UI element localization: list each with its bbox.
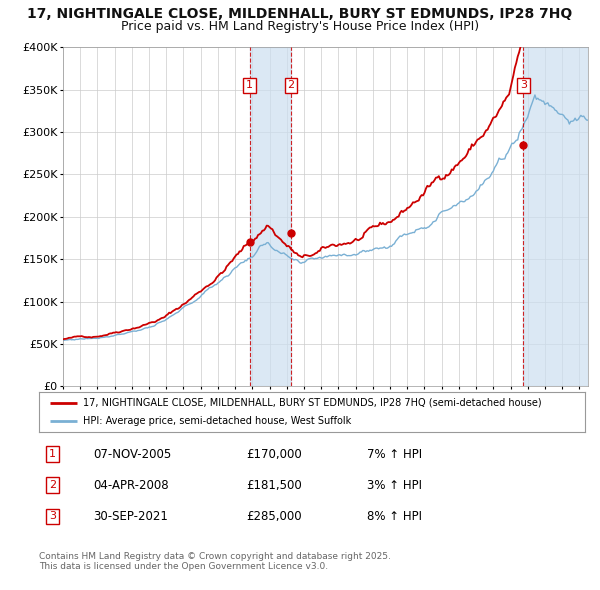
Text: 7% ↑ HPI: 7% ↑ HPI	[367, 448, 422, 461]
Text: 3% ↑ HPI: 3% ↑ HPI	[367, 478, 422, 492]
Text: 2: 2	[49, 480, 56, 490]
Text: 30-SEP-2021: 30-SEP-2021	[94, 510, 169, 523]
Bar	[250, 47, 291, 386]
Text: 07-NOV-2005: 07-NOV-2005	[94, 448, 172, 461]
Text: 2: 2	[287, 80, 295, 90]
Text: 1: 1	[49, 449, 56, 459]
Text: £170,000: £170,000	[247, 448, 302, 461]
Text: 3: 3	[520, 80, 527, 90]
Text: 04-APR-2008: 04-APR-2008	[94, 478, 169, 492]
Text: 8% ↑ HPI: 8% ↑ HPI	[367, 510, 422, 523]
Text: Price paid vs. HM Land Registry's House Price Index (HPI): Price paid vs. HM Land Registry's House …	[121, 20, 479, 33]
Text: HPI: Average price, semi-detached house, West Suffolk: HPI: Average price, semi-detached house,…	[83, 416, 351, 426]
Bar	[523, 47, 588, 386]
Text: £285,000: £285,000	[247, 510, 302, 523]
Text: £181,500: £181,500	[247, 478, 302, 492]
Text: Contains HM Land Registry data © Crown copyright and database right 2025.
This d: Contains HM Land Registry data © Crown c…	[39, 552, 391, 571]
Text: 3: 3	[49, 512, 56, 522]
Text: 17, NIGHTINGALE CLOSE, MILDENHALL, BURY ST EDMUNDS, IP28 7HQ: 17, NIGHTINGALE CLOSE, MILDENHALL, BURY …	[28, 7, 572, 21]
Text: 1: 1	[246, 80, 253, 90]
Text: 17, NIGHTINGALE CLOSE, MILDENHALL, BURY ST EDMUNDS, IP28 7HQ (semi-detached hous: 17, NIGHTINGALE CLOSE, MILDENHALL, BURY …	[83, 398, 541, 408]
